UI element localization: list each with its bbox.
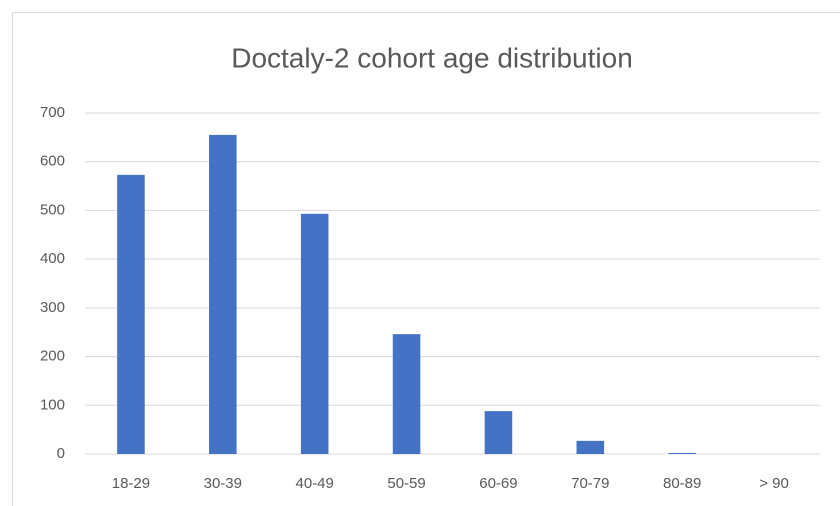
x-tick-label: 70-79 [571, 475, 609, 492]
x-tick-label: 40-49 [296, 475, 334, 492]
y-tick-label: 0 [57, 445, 65, 462]
bar [392, 334, 421, 454]
bar [300, 213, 329, 454]
x-tick-label: 30-39 [204, 475, 242, 492]
x-tick-label: 18-29 [112, 475, 150, 492]
y-tick-label: 700 [40, 104, 65, 121]
x-tick-label: > 90 [759, 475, 789, 492]
chart-title: Doctaly-2 cohort age distribution [231, 42, 633, 73]
bar [484, 411, 513, 454]
x-tick-label: 60-69 [479, 475, 517, 492]
y-tick-label: 500 [40, 201, 65, 218]
bar [576, 440, 605, 454]
y-tick-label: 200 [40, 348, 65, 365]
y-tick-label: 100 [40, 396, 65, 413]
bar [668, 453, 696, 454]
x-tick-label: 50-59 [387, 475, 425, 492]
y-tick-label: 600 [40, 153, 65, 170]
x-tick-label: 80-89 [663, 475, 701, 492]
y-tick-label: 300 [40, 299, 65, 316]
bar [117, 174, 145, 455]
y-tick-label: 400 [40, 250, 65, 267]
bar [209, 134, 237, 454]
